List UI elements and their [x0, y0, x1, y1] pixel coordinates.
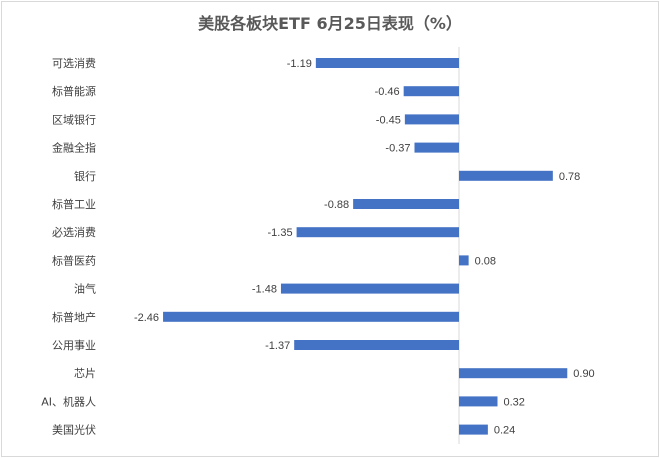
data-label: -1.37: [265, 340, 290, 352]
category-label: 区域银行: [52, 112, 96, 126]
bar: [403, 86, 459, 97]
data-label: -0.37: [385, 143, 410, 155]
bar: [459, 170, 553, 181]
data-label: -1.48: [252, 284, 277, 296]
bar: [280, 283, 459, 294]
bar: [459, 255, 469, 266]
bar: [163, 311, 459, 322]
bar: [404, 114, 459, 125]
data-label: 0.24: [494, 425, 515, 437]
bar: [296, 227, 459, 238]
category-label: AI、机器人: [41, 394, 96, 408]
bar: [315, 58, 459, 68]
category-label: 美国光伏: [52, 423, 96, 437]
data-label: -0.45: [376, 114, 401, 126]
data-label: -2.46: [134, 312, 159, 324]
data-label: -1.19: [287, 58, 312, 70]
bar: [459, 424, 488, 435]
data-label: 0.78: [559, 171, 580, 183]
bar: [459, 396, 498, 407]
category-label: 标普能源: [52, 84, 96, 98]
category-label: 油气: [74, 282, 96, 296]
data-label: 0.32: [503, 396, 524, 408]
category-label: 金融全指: [52, 141, 96, 155]
bar: [459, 368, 568, 379]
category-label: 芯片: [74, 366, 96, 380]
data-label: 0.08: [475, 255, 496, 267]
category-label: 标普地产: [52, 310, 96, 324]
bar: [353, 199, 459, 209]
category-label: 银行: [74, 169, 96, 183]
data-label: -0.88: [324, 199, 349, 211]
category-label: 可选消费: [52, 56, 96, 70]
category-label: 标普工业: [52, 197, 96, 211]
data-label: -1.35: [268, 227, 293, 239]
data-label: 0.90: [573, 368, 594, 380]
category-label: 公用事业: [52, 339, 96, 352]
category-label: 标普医药: [52, 253, 96, 267]
chart-title: 美股各板块ETF 6月25日表现（%）: [198, 14, 462, 33]
category-label: 必选消费: [52, 225, 96, 239]
bar: [294, 340, 459, 350]
data-label: -0.46: [375, 86, 400, 98]
bar: [414, 142, 459, 153]
